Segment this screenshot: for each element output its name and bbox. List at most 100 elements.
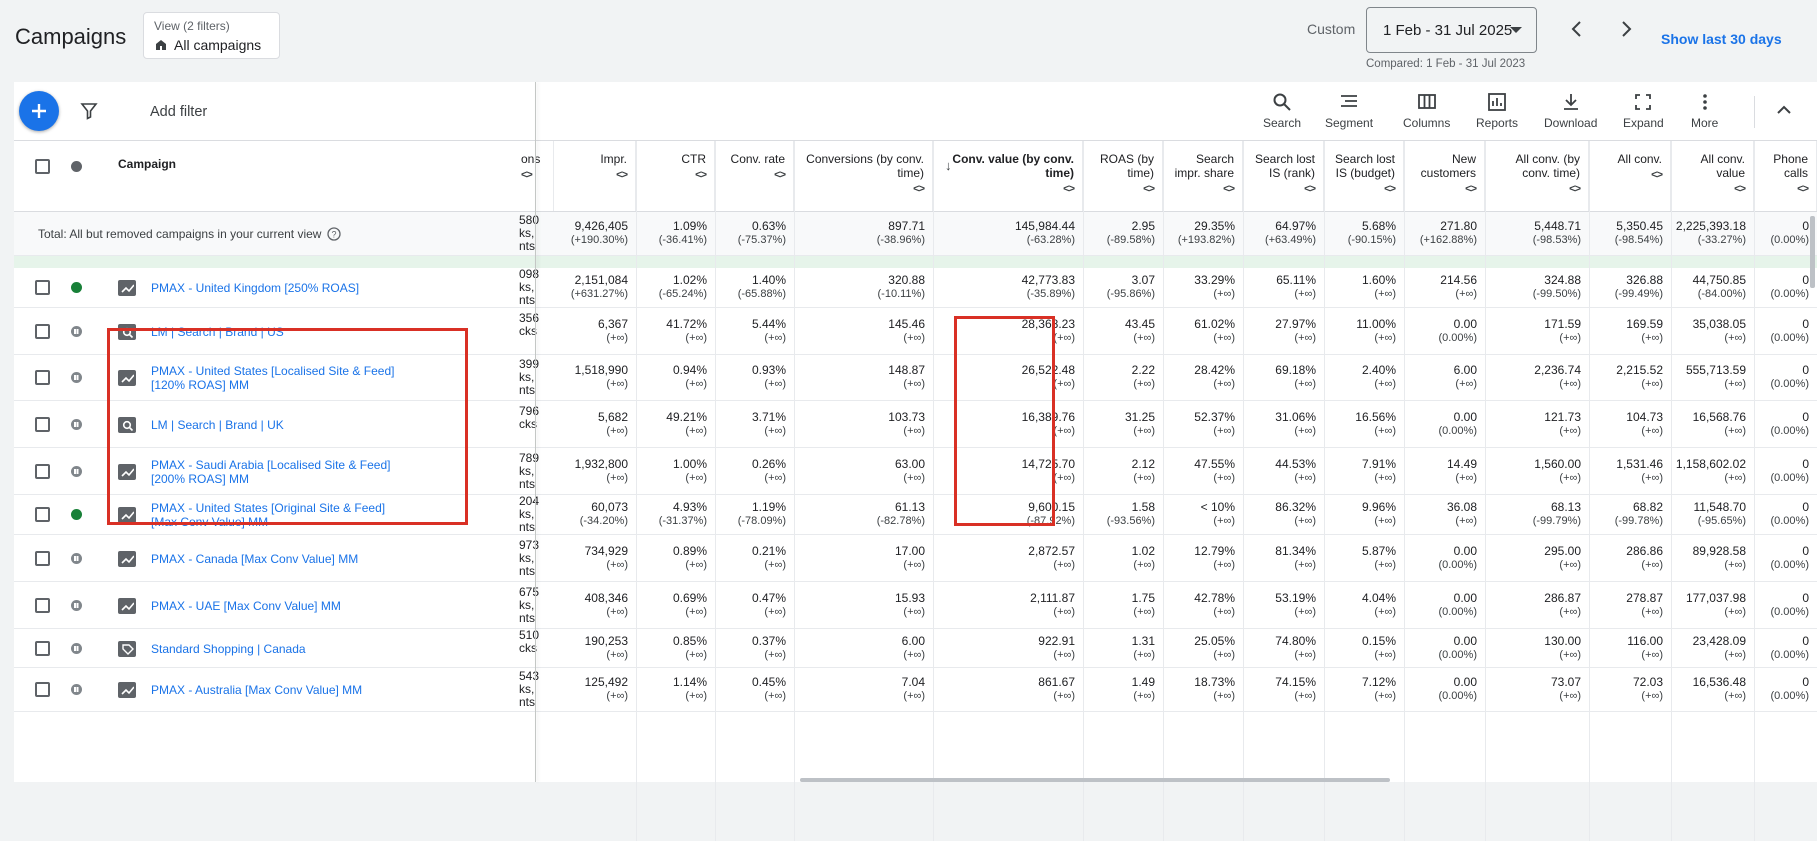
campaign-name-link[interactable]: PMAX - Saudi Arabia [Localised Site & Fe… (151, 458, 451, 486)
column-header-8[interactable]: Search lost IS (budget) <> (1324, 141, 1404, 211)
column-header-1[interactable]: CTR <> (636, 141, 715, 211)
status-enabled-dot[interactable] (71, 509, 82, 520)
row-checkbox[interactable] (35, 280, 50, 295)
table-row[interactable]: PMAX - Australia [Max Conv Value] MM 543 k… (14, 668, 1817, 712)
table-row[interactable]: Standard Shopping | Canada 510 cks 190,253(… (14, 629, 1817, 668)
campaign-name-link[interactable]: PMAX - United States [Original Site & Fe… (151, 501, 451, 529)
toolbar-reports-button[interactable]: Reports (1476, 92, 1518, 130)
metric-cell: 0 (0.00%) (1754, 675, 1817, 703)
column-header-campaign[interactable]: Campaign (118, 157, 177, 171)
metric-change: (0.00%) (1770, 690, 1809, 702)
metric-change: (+∞) (1213, 472, 1235, 484)
status-paused-icon[interactable] (71, 684, 82, 695)
metric-value: 60,073 (591, 500, 628, 514)
metric-value: 2.95 (1131, 219, 1155, 233)
horizontal-scrollbar[interactable] (800, 778, 1390, 782)
next-period-button[interactable] (1614, 17, 1638, 41)
column-header-5[interactable]: ROAS (by time) <> (1083, 141, 1163, 211)
reports-icon (1488, 93, 1506, 111)
column-header-11[interactable]: All conv. <> (1589, 141, 1671, 211)
column-header-2[interactable]: Conv. rate <> (715, 141, 794, 211)
column-header-partial[interactable]: ons <> (519, 141, 554, 211)
row-checkbox[interactable] (35, 370, 50, 385)
column-header-9[interactable]: New customers <> (1404, 141, 1485, 211)
campaign-name-link[interactable]: PMAX - Australia [Max Conv Value] MM (151, 683, 451, 697)
metric-value: 1.58 (1131, 500, 1155, 514)
date-range-picker[interactable]: 1 Feb - 31 Jul 2025 (1366, 7, 1537, 53)
column-divider (1243, 141, 1244, 841)
status-paused-icon[interactable] (71, 326, 82, 337)
view-selector[interactable]: View (2 filters) All campaigns (143, 12, 280, 59)
table-row[interactable]: PMAX - Canada [Max Conv Value] MM 973 ks, n… (14, 535, 1817, 582)
column-header-12[interactable]: All conv. value <> (1671, 141, 1754, 211)
table-row[interactable]: PMAX - United States [Localised Site & F… (14, 355, 1817, 401)
campaign-name-link[interactable]: PMAX - UAE [Max Conv Value] MM (151, 599, 451, 613)
status-enabled-dot[interactable] (71, 282, 82, 293)
column-header-0[interactable]: Impr. <> (557, 141, 636, 211)
column-header-3[interactable]: Conversions (by conv. time) <> (794, 141, 933, 211)
table-row[interactable]: PMAX - Saudi Arabia [Localised Site & Fe… (14, 448, 1817, 495)
metric-cell: 1.00% (+∞) (636, 457, 715, 485)
status-paused-icon[interactable] (71, 553, 82, 564)
table-row[interactable]: LM | Search | Brand | UK 796 cks 5,682 (+∞) 4… (14, 401, 1817, 448)
row-checkbox[interactable] (35, 598, 50, 613)
table-row[interactable]: LM | Search | Brand | US 356 cks 6,367 (+∞) 4… (14, 308, 1817, 355)
toolbar-more-button[interactable]: More (1691, 92, 1718, 130)
row-checkbox[interactable] (35, 507, 50, 522)
metric-change: (+∞) (1724, 690, 1746, 702)
column-header-6[interactable]: Search impr. share <> (1163, 141, 1243, 211)
toolbar-download-button[interactable]: Download (1544, 92, 1597, 130)
campaign-name-link[interactable]: Standard Shopping | Canada (151, 642, 451, 656)
row-checkbox[interactable] (35, 417, 50, 432)
add-filter-button[interactable]: Add filter (150, 104, 208, 120)
metric-value: 28,368.23 (1021, 317, 1075, 331)
campaign-name-link[interactable]: PMAX - United States [Localised Site & F… (151, 364, 451, 392)
metric-value: 16,568.76 (1692, 410, 1746, 424)
status-paused-icon[interactable] (71, 466, 82, 477)
metric-cell: 1.19% (-78.09%) (715, 500, 794, 528)
row-checkbox[interactable] (35, 551, 50, 566)
metric-value: 53.19% (1275, 591, 1316, 605)
table-row[interactable]: PMAX - United Kingdom [250% ROAS] 098 ks, n… (14, 268, 1817, 308)
toolbar-segment-button[interactable]: Segment (1325, 92, 1373, 130)
status-paused-icon[interactable] (71, 419, 82, 430)
vertical-scrollbar[interactable] (1810, 216, 1815, 288)
row-checkbox[interactable] (35, 464, 50, 479)
row-checkbox[interactable] (35, 682, 50, 697)
row-checkbox[interactable] (35, 641, 50, 656)
column-header-7[interactable]: Search lost IS (rank) <> (1243, 141, 1324, 211)
status-paused-icon[interactable] (71, 600, 82, 611)
help-icon[interactable]: ? (327, 227, 342, 241)
new-campaign-button[interactable] (19, 91, 59, 131)
toolbar-columns-button[interactable]: Columns (1403, 92, 1450, 130)
metric-cell: 72.03 (+∞) (1589, 675, 1671, 703)
column-header-4[interactable]: ↓ Conv. value (by conv. time) <> (933, 141, 1083, 211)
select-all-checkbox[interactable] (35, 159, 50, 174)
show-last-30-days-link[interactable]: Show last 30 days (1661, 31, 1782, 47)
metric-value: 14.49 (1446, 457, 1477, 471)
collapse-toolbar-button[interactable] (1775, 101, 1793, 124)
metric-value: 42,773.83 (1021, 273, 1075, 287)
status-paused-icon[interactable] (71, 372, 82, 383)
status-paused-icon[interactable] (71, 643, 82, 654)
metric-change: (+∞) (685, 472, 707, 484)
campaign-name-link[interactable]: PMAX - Canada [Max Conv Value] MM (151, 552, 451, 566)
row-checkbox[interactable] (35, 324, 50, 339)
toolbar-search-button[interactable]: Search (1263, 92, 1301, 130)
metric-value: 0.69% (672, 591, 707, 605)
metric-value: 5.68% (1361, 219, 1396, 233)
metric-change: (+∞) (685, 559, 707, 571)
campaign-name-link[interactable]: LM | Search | Brand | UK (151, 418, 451, 432)
table-row[interactable]: PMAX - United States [Original Site & Fe… (14, 495, 1817, 535)
column-divider (1485, 141, 1486, 841)
column-header-13[interactable]: Phone calls <> (1754, 141, 1817, 211)
toolbar-expand-button[interactable]: Expand (1623, 92, 1664, 130)
metric-cell: 28,368.23 (+∞) (933, 317, 1083, 345)
metric-change: (+∞) (606, 472, 628, 484)
partial-text: ks, (519, 507, 535, 521)
previous-period-button[interactable] (1565, 17, 1589, 41)
column-header-10[interactable]: All conv. (by conv. time) <> (1485, 141, 1589, 211)
campaign-name-link[interactable]: PMAX - United Kingdom [250% ROAS] (151, 281, 451, 295)
filter-button[interactable] (80, 102, 98, 125)
table-row[interactable]: PMAX - UAE [Max Conv Value] MM 675 ks, nts 4… (14, 582, 1817, 629)
